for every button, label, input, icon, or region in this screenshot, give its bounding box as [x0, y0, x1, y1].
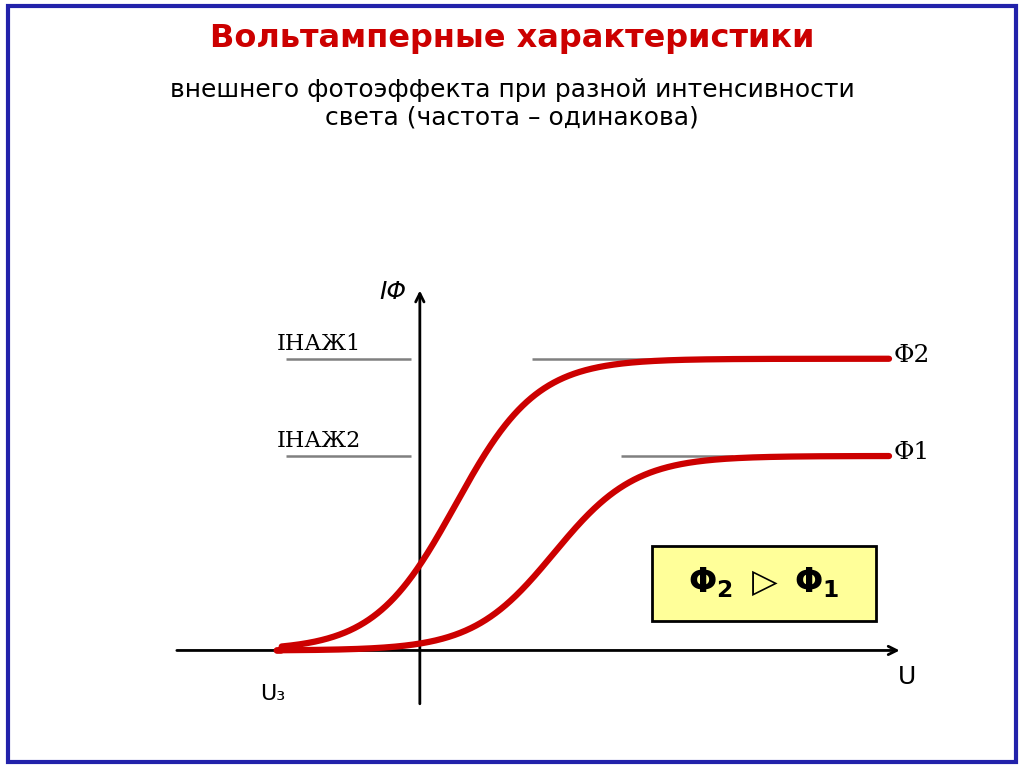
Text: IНАЖ1: IНАЖ1 [276, 333, 361, 355]
Text: IΦ: IΦ [380, 280, 407, 304]
Text: Вольтамперные характеристики: Вольтамперные характеристики [210, 23, 814, 54]
Text: U: U [898, 664, 916, 689]
Text: внешнего фотоэффекта при разной интенсивности
света (частота – одинакова): внешнего фотоэффекта при разной интенсив… [170, 78, 854, 130]
Text: Φ2: Φ2 [894, 343, 930, 366]
Text: U₃: U₃ [260, 684, 285, 704]
Text: IНАЖ2: IНАЖ2 [276, 430, 361, 452]
Text: Φ1: Φ1 [894, 441, 930, 464]
Bar [652, 546, 876, 621]
Text: $\mathbf{\Phi_2\ \triangleright\ \Phi_1}$: $\mathbf{\Phi_2\ \triangleright\ \Phi_1}… [688, 566, 840, 601]
